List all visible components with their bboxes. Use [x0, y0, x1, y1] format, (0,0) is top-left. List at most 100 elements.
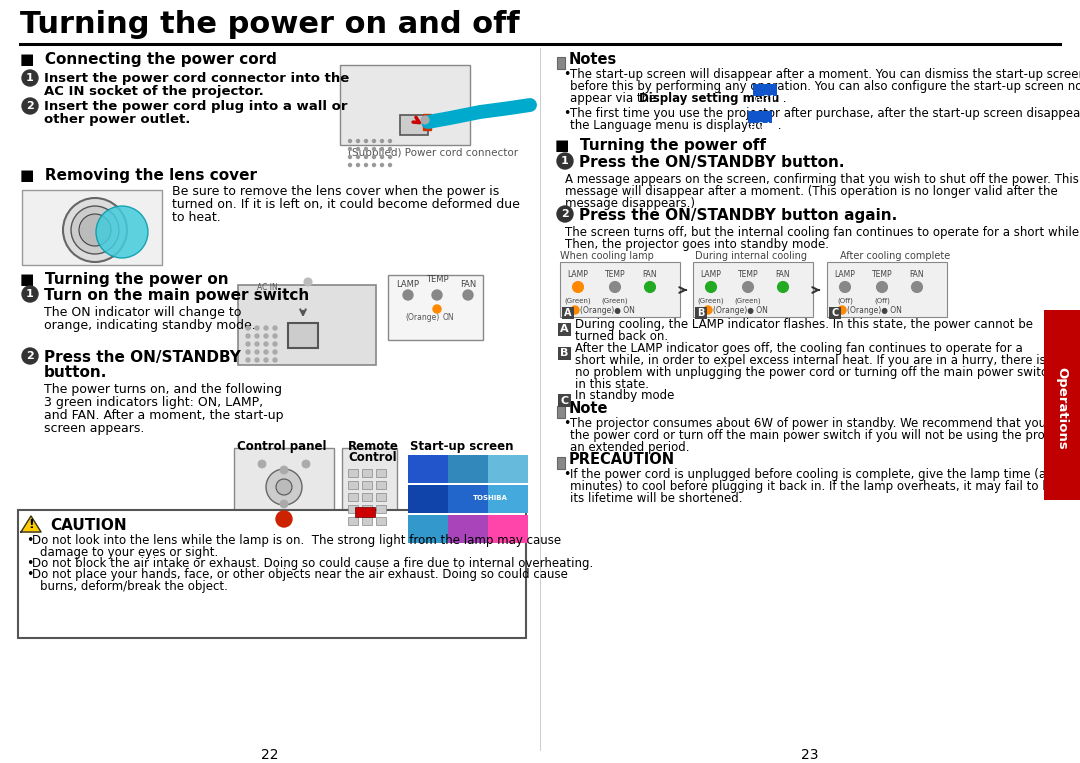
Text: .: .	[779, 92, 786, 105]
Circle shape	[645, 282, 656, 292]
Text: Control: Control	[349, 451, 397, 464]
Text: The first time you use the projector after purchase, after the start-up screen d: The first time you use the projector aft…	[570, 107, 1080, 120]
Text: (Orange)● ON: (Orange)● ON	[713, 306, 768, 315]
Text: A message appears on the screen, confirming that you wish to shut off the power.: A message appears on the screen, confirm…	[565, 173, 1079, 186]
Text: C: C	[832, 308, 839, 318]
Bar	[355, 507, 375, 517]
Text: B: B	[698, 308, 704, 318]
Circle shape	[463, 290, 473, 300]
Text: (Orange): (Orange)	[405, 313, 440, 322]
Text: LAMP: LAMP	[701, 270, 721, 279]
Circle shape	[389, 163, 391, 166]
Text: ■  Connecting the power cord: ■ Connecting the power cord	[21, 52, 276, 67]
Text: no problem with unplugging the power cord or turning off the main power switch: no problem with unplugging the power cor…	[575, 366, 1055, 379]
Circle shape	[273, 358, 276, 362]
Bar	[22, 190, 162, 265]
Circle shape	[96, 206, 148, 258]
Text: TEMP: TEMP	[426, 275, 448, 284]
Bar	[400, 115, 428, 135]
Text: 1: 1	[562, 156, 569, 166]
Circle shape	[373, 163, 376, 166]
Text: Press the ON/STANDBY button again.: Press the ON/STANDBY button again.	[579, 208, 897, 223]
Text: LAMP: LAMP	[568, 270, 589, 279]
Text: AC IN: AC IN	[257, 283, 278, 292]
Text: C: C	[561, 395, 568, 405]
Circle shape	[389, 140, 391, 143]
Bar	[1044, 310, 1080, 500]
Bar	[340, 65, 470, 145]
Circle shape	[273, 350, 276, 354]
Circle shape	[571, 306, 579, 314]
Bar	[488, 485, 528, 513]
Text: The screen turns off, but the internal cooling fan continues to operate for a sh: The screen turns off, but the internal c…	[565, 226, 1080, 239]
Bar	[376, 517, 386, 525]
Bar	[558, 323, 571, 336]
Bar	[488, 455, 528, 483]
Text: Insert the power cord connector into the: Insert the power cord connector into the	[44, 72, 349, 85]
Circle shape	[302, 460, 310, 468]
Bar	[348, 469, 357, 477]
Bar	[408, 455, 448, 483]
Bar	[488, 515, 528, 543]
Text: Start-up screen: Start-up screen	[410, 440, 514, 453]
Circle shape	[877, 282, 888, 292]
Text: appear via the: appear via the	[570, 92, 660, 105]
Circle shape	[264, 358, 268, 362]
Circle shape	[557, 206, 573, 222]
Circle shape	[349, 163, 351, 166]
Text: 22: 22	[261, 748, 279, 762]
Circle shape	[778, 282, 788, 292]
Text: to heat.: to heat.	[172, 211, 220, 224]
Bar	[362, 493, 372, 501]
Bar	[561, 262, 680, 317]
Text: •: •	[563, 417, 570, 430]
Bar	[558, 347, 571, 360]
Circle shape	[255, 342, 259, 346]
Text: Do not place your hands, face, or other objects near the air exhaust. Doing so c: Do not place your hands, face, or other …	[32, 568, 568, 581]
Text: The power turns on, and the following: The power turns on, and the following	[44, 383, 282, 396]
Text: an extended period.: an extended period.	[570, 441, 689, 454]
Text: turned back on.: turned back on.	[575, 330, 669, 343]
Text: In standby mode: In standby mode	[575, 389, 674, 402]
Circle shape	[264, 350, 268, 354]
Circle shape	[380, 156, 383, 159]
Text: Then, the projector goes into standby mode.: Then, the projector goes into standby mo…	[565, 238, 829, 251]
Circle shape	[421, 116, 429, 124]
Text: After cooling complete: After cooling complete	[840, 251, 950, 261]
Circle shape	[380, 140, 383, 143]
Circle shape	[273, 334, 276, 338]
Circle shape	[255, 326, 259, 330]
Circle shape	[373, 156, 376, 159]
Text: •: •	[26, 534, 33, 547]
Text: Notes: Notes	[569, 52, 618, 67]
Circle shape	[276, 511, 292, 527]
Text: TEMP: TEMP	[872, 270, 892, 279]
Bar	[748, 111, 772, 123]
Text: LAMP: LAMP	[396, 280, 419, 289]
Text: TEMP: TEMP	[605, 270, 625, 279]
Bar	[448, 485, 488, 513]
Text: the Language menu is displayed: the Language menu is displayed	[570, 119, 762, 132]
Text: (Green): (Green)	[565, 298, 592, 304]
Bar	[362, 469, 372, 477]
Bar	[448, 515, 488, 543]
Circle shape	[246, 350, 249, 354]
Text: 1: 1	[26, 289, 33, 299]
Text: screen appears.: screen appears.	[44, 422, 145, 435]
Bar	[362, 481, 372, 489]
Bar	[423, 114, 431, 130]
Text: FAN: FAN	[775, 270, 791, 279]
Circle shape	[349, 156, 351, 159]
Text: (Green): (Green)	[602, 298, 629, 304]
Bar	[376, 493, 386, 501]
Circle shape	[609, 282, 621, 292]
Bar	[348, 481, 357, 489]
Text: •: •	[563, 68, 570, 81]
Text: Operations: Operations	[1055, 367, 1068, 449]
Circle shape	[63, 198, 127, 262]
Text: ON: ON	[443, 313, 455, 322]
Text: p.31: p.31	[754, 95, 775, 105]
Bar	[362, 505, 372, 513]
Text: PRECAUTION: PRECAUTION	[569, 452, 675, 467]
Circle shape	[365, 147, 367, 150]
